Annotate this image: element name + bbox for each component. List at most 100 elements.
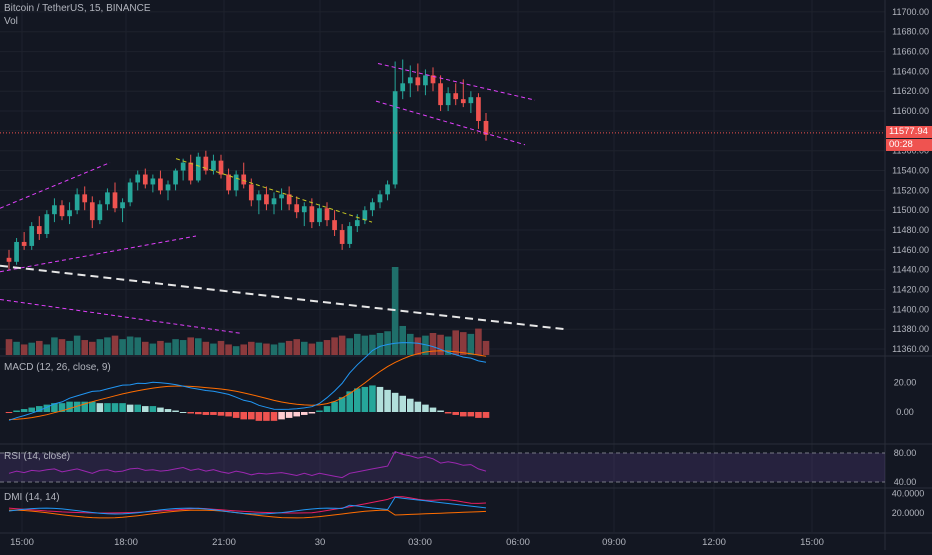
volume-bar (43, 344, 51, 355)
candle-body (400, 83, 406, 92)
volume-bar (384, 331, 391, 355)
volume-bar (467, 333, 475, 355)
candle-body (180, 162, 186, 171)
trend-line (175, 158, 373, 223)
dmi-label[interactable]: DMI (14, 14) (4, 492, 60, 503)
x-tick-label: 30 (315, 537, 326, 548)
volume-bar (225, 344, 232, 355)
volume-bar (13, 341, 20, 355)
candle-body (483, 120, 489, 135)
y-tick-label: 11600.00 (892, 106, 929, 116)
candle-body (430, 75, 436, 84)
symbol-title[interactable]: Bitcoin / TetherUS, 15, BINANCE (4, 3, 151, 14)
macd-histogram-bar (217, 412, 225, 416)
macd-histogram-bar (202, 412, 210, 415)
candle-body (264, 194, 269, 205)
macd-histogram-bar (263, 412, 270, 421)
channel-line (0, 235, 197, 273)
volume-bar (157, 340, 164, 355)
macd-histogram-bar (172, 410, 179, 412)
volume-bar (111, 335, 119, 355)
volume-bar (369, 334, 376, 355)
macd-histogram-bar (89, 401, 96, 412)
last-price-tag: 11577.94 (886, 126, 932, 138)
volume-label: Vol (4, 16, 18, 27)
macd-histogram-bar (437, 410, 444, 412)
macd-histogram-bar (376, 386, 384, 412)
volume-bar (232, 346, 240, 355)
volume-bar (104, 337, 111, 355)
candle-body (82, 194, 88, 203)
volume-bar (444, 336, 452, 355)
candle-body (195, 156, 201, 181)
volume-bar (240, 344, 247, 355)
volume-bar (248, 341, 255, 355)
macd-histogram-bar (255, 412, 263, 421)
volume-bar (20, 344, 28, 355)
rsi-band (0, 453, 885, 482)
macd-histogram-bar (391, 392, 399, 412)
candle-body (89, 202, 95, 221)
candle-body (279, 194, 284, 199)
volume-bar (36, 340, 43, 355)
candle-body (309, 206, 315, 223)
candle-body (241, 174, 247, 185)
candle-body (226, 174, 231, 191)
macd-histogram-bar (13, 410, 20, 412)
candle-body (256, 194, 262, 201)
candle-body (332, 220, 337, 231)
volume-bar (164, 342, 172, 355)
volume-bar (73, 335, 81, 355)
macd-histogram-bar (164, 409, 172, 412)
support-trend-line (0, 264, 566, 331)
dmi-axis-tick: 20.0000 (892, 508, 925, 518)
macd-histogram-bar (293, 412, 300, 417)
macd-histogram-bar (104, 403, 111, 412)
candle-body (407, 77, 413, 84)
volume-bar (179, 340, 187, 355)
x-tick-label: 21:00 (212, 537, 236, 548)
candle-body (14, 241, 19, 262)
volume-bar (278, 342, 285, 355)
y-tick-label: 11700.00 (892, 7, 929, 17)
x-tick-label: 12:00 (702, 537, 726, 548)
channel-line (375, 100, 526, 146)
macd-histogram-bar (240, 412, 247, 420)
candle-body (354, 220, 360, 227)
volume-bar (331, 337, 338, 355)
volume-bar (361, 335, 369, 355)
candle-body (377, 194, 383, 203)
volume-bar (187, 337, 194, 355)
macd-histogram-bar (452, 412, 459, 415)
macd-histogram-bar (157, 407, 164, 412)
candle-body (6, 257, 12, 262)
candle-body (173, 170, 178, 185)
macd-histogram-bar (331, 401, 338, 412)
macd-histogram-bar (301, 412, 308, 415)
volume-bar (58, 339, 66, 355)
macd-histogram-bar (384, 389, 391, 412)
volume-bar (414, 337, 422, 355)
candle-body (44, 214, 50, 235)
macd-histogram-bar (285, 412, 293, 418)
candle-body (142, 174, 148, 185)
x-tick-label: 09:00 (602, 537, 626, 548)
macd-histogram-bar (278, 412, 285, 420)
macd-histogram-bar (111, 403, 119, 412)
candle-body (165, 184, 171, 191)
rsi-label[interactable]: RSI (14, close) (4, 451, 71, 462)
macd-histogram-bar (475, 412, 482, 418)
candle-body (460, 99, 466, 104)
volume-bar (134, 337, 141, 355)
macd-histogram-bar (323, 406, 331, 412)
volume-bar (172, 339, 179, 355)
macd-histogram-bar (232, 412, 240, 418)
macd-histogram-bar (429, 407, 437, 412)
candle-body (438, 83, 443, 106)
candle-body (423, 75, 428, 86)
macd-label[interactable]: MACD (12, 26, close, 9) (4, 362, 111, 373)
volume-bar (119, 339, 126, 355)
x-tick-label: 15:00 (800, 537, 824, 548)
